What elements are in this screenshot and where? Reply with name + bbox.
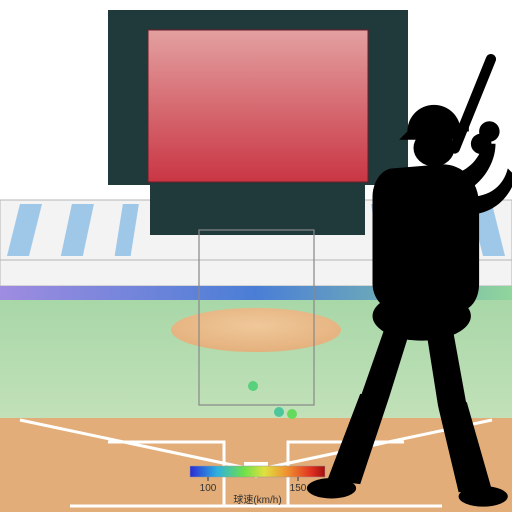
scoreboard-screen: [148, 30, 368, 182]
speed-legend-bar: [190, 466, 325, 477]
legend-tick-label: 150: [290, 483, 307, 494]
pitch-marker: [248, 381, 258, 391]
pitch-marker: [287, 409, 297, 419]
legend-label: 球速(km/h): [233, 493, 281, 506]
pitchers-mound: [171, 308, 341, 352]
pitch-location-chart: 100 150 球速(km/h): [0, 0, 512, 512]
scoreboard-base: [150, 185, 365, 235]
pitch-marker: [274, 407, 284, 417]
legend-tick-label: 100: [200, 483, 217, 494]
